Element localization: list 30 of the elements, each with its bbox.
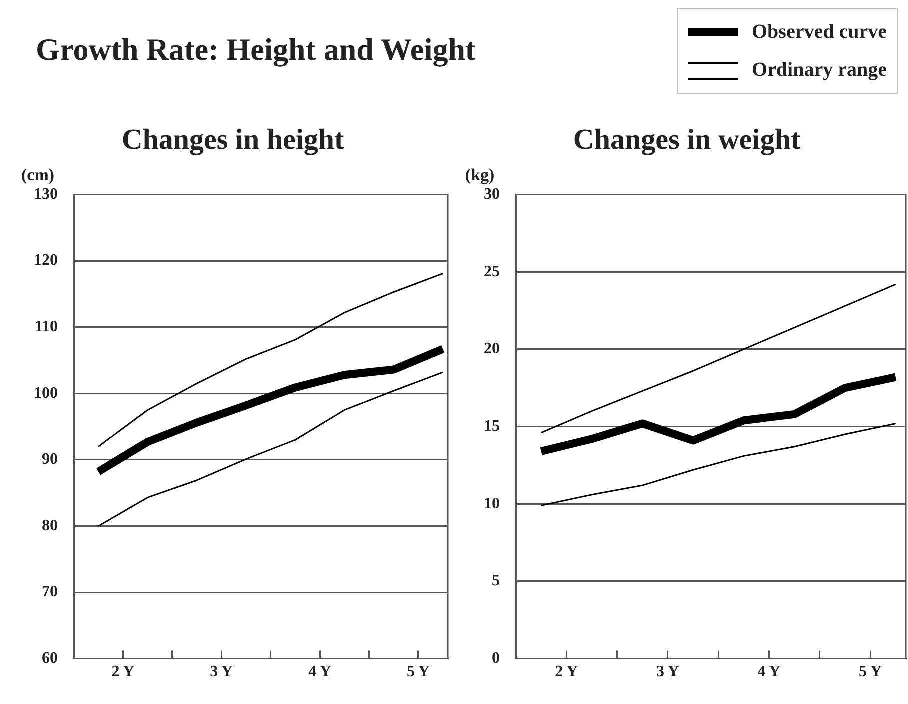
y-tick-label: 0	[492, 650, 500, 667]
legend-label: Observed curve	[752, 20, 887, 44]
y-tick-label: 5	[492, 572, 500, 590]
y-tick-label: 100	[34, 384, 58, 402]
y-tick-label: 25	[484, 263, 500, 280]
x-tick-label: 5 Y	[406, 664, 430, 681]
y-tick-label: 80	[42, 517, 58, 534]
y-axis-title: (cm)	[21, 166, 55, 185]
x-tick-label: 3 Y	[210, 664, 234, 681]
y-tick-label: 30	[484, 186, 500, 203]
chart-title: Changes in weight	[573, 124, 801, 156]
y-tick-label: 90	[42, 451, 58, 468]
legend-label: Ordinary range	[752, 58, 887, 82]
y-tick-label: 20	[484, 340, 500, 358]
y-axis-title: (kg)	[465, 166, 495, 185]
y-tick-label: 10	[484, 495, 500, 512]
x-tick-label: 4 Y	[758, 664, 782, 681]
text: Growth Rate: Height and Weight	[36, 32, 476, 68]
y-tick-label: 130	[34, 186, 58, 203]
x-tick-label: 2 Y	[112, 664, 136, 681]
x-tick-label: 2 Y	[555, 664, 579, 681]
y-tick-label: 120	[34, 252, 58, 270]
x-tick-label: 4 Y	[308, 664, 332, 681]
y-tick-label: 60	[42, 650, 58, 667]
y-tick-label: 70	[42, 584, 58, 601]
x-tick-label: 3 Y	[656, 664, 680, 681]
y-tick-label: 15	[484, 418, 500, 435]
y-tick-label: 110	[34, 318, 58, 336]
chart-title: Changes in height	[122, 124, 345, 156]
x-tick-label: 5 Y	[859, 664, 882, 681]
